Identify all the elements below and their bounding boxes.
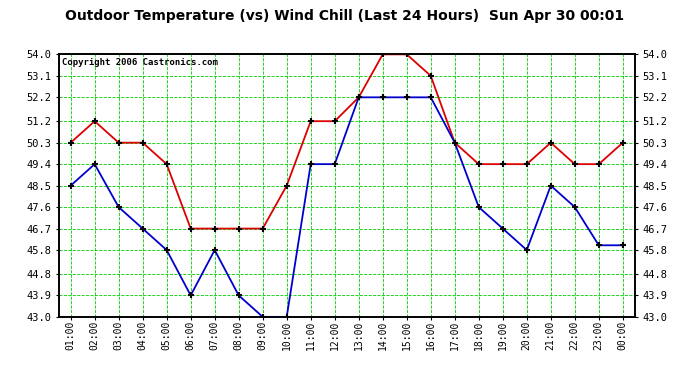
Text: Outdoor Temperature (vs) Wind Chill (Last 24 Hours)  Sun Apr 30 00:01: Outdoor Temperature (vs) Wind Chill (Las… [66, 9, 624, 23]
Text: Copyright 2006 Castronics.com: Copyright 2006 Castronics.com [61, 58, 217, 68]
